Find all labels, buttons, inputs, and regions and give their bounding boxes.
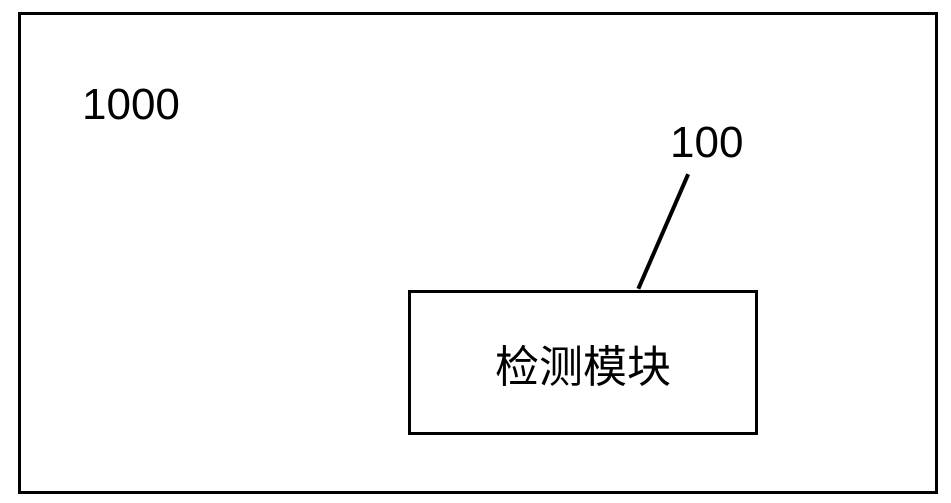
module-box-label: 检测模块 — [495, 331, 671, 395]
module-ref-label: 100 — [670, 118, 743, 168]
diagram-canvas: 1000 100 检测模块 — [0, 0, 951, 503]
module-box: 检测模块 — [408, 290, 758, 435]
outer-frame-ref-label: 1000 — [82, 80, 180, 130]
